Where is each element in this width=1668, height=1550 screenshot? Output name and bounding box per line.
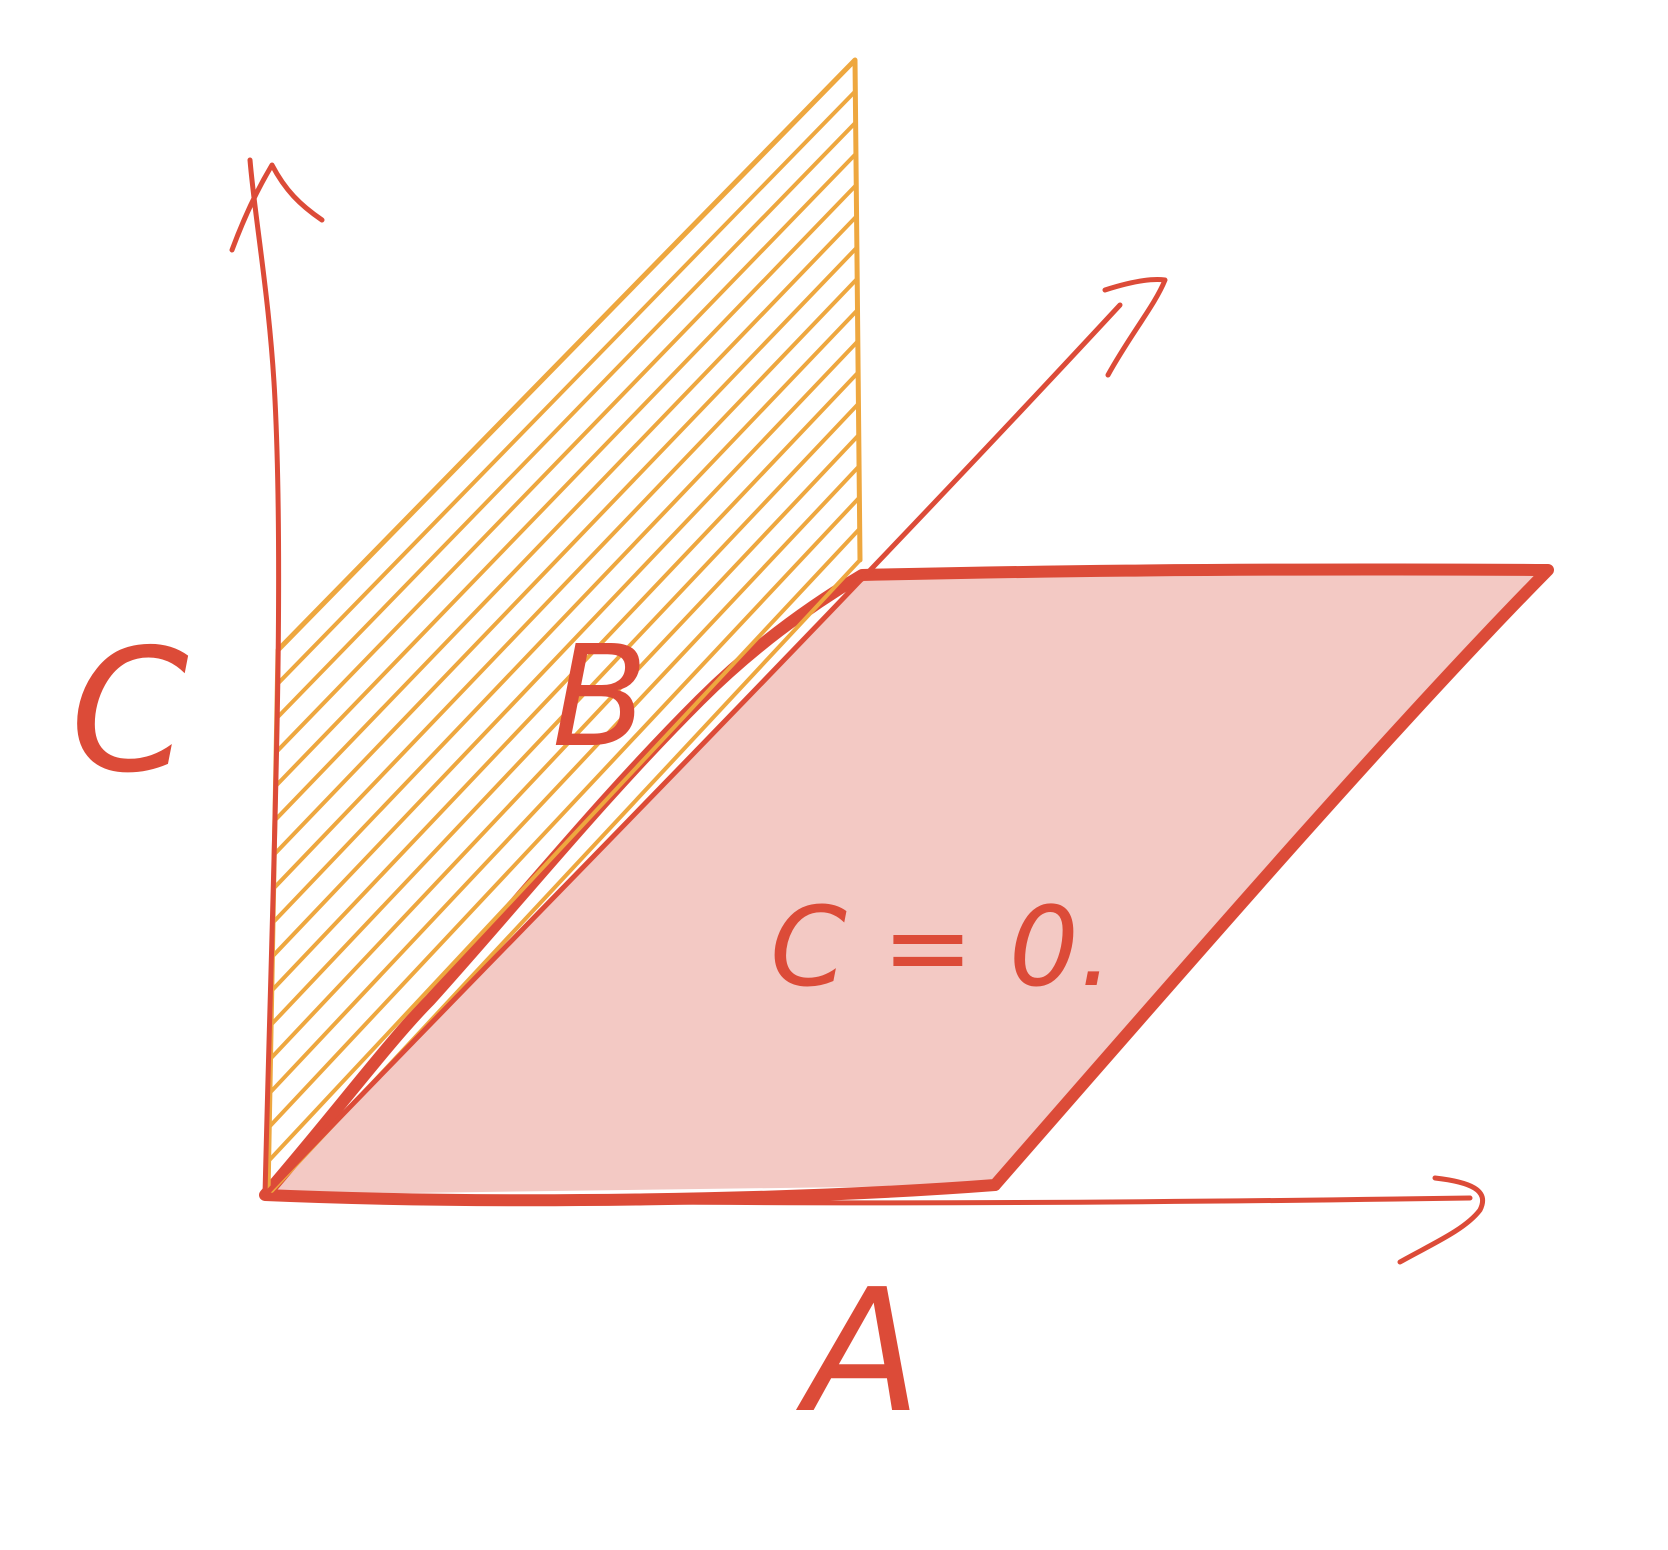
hatch-line — [266, 526, 862, 1163]
vertical-axis — [229, 157, 325, 1198]
horizontal-axis-label: A — [795, 1253, 921, 1451]
c-zero-plane-label: C = 0. — [770, 883, 1114, 1011]
hatch-line — [275, 89, 858, 687]
depth-axis-arrowhead-icon — [1102, 277, 1168, 378]
hatched-plane-label: B — [552, 616, 648, 779]
hatch-line — [272, 214, 859, 823]
hatch-line — [276, 58, 857, 652]
c-zero-plane-fill — [265, 570, 1548, 1195]
hatch-line — [272, 245, 859, 857]
c-zero-plane — [259, 563, 1554, 1207]
horizontal-axis-arrowhead-icon — [1397, 1175, 1485, 1265]
vertical-axis-line — [247, 157, 282, 1198]
hatch-line — [270, 339, 860, 959]
hatch-line — [273, 183, 859, 789]
hatch-line — [269, 370, 861, 993]
hatch-line — [271, 276, 860, 891]
hatch-line — [271, 308, 860, 925]
axes — [229, 157, 1485, 1265]
hatch-line — [269, 401, 861, 1027]
hatch-line — [268, 433, 861, 1061]
b-plane-hatching — [266, 58, 862, 1197]
depth-axis — [262, 277, 1168, 1198]
hatch-line — [267, 495, 862, 1129]
horizontal-axis — [262, 1175, 1485, 1265]
hatch-line — [274, 151, 858, 755]
depth-axis-line — [262, 302, 1123, 1198]
b-plane — [265, 57, 863, 1198]
horizontal-axis-line — [262, 1192, 1473, 1206]
hatch-line — [267, 464, 862, 1095]
hatch-line — [274, 120, 858, 721]
c-zero-plane-edge — [259, 563, 1554, 1207]
vertical-axis-arrowhead-icon — [229, 162, 325, 253]
vertical-axis-label: C — [70, 613, 189, 811]
